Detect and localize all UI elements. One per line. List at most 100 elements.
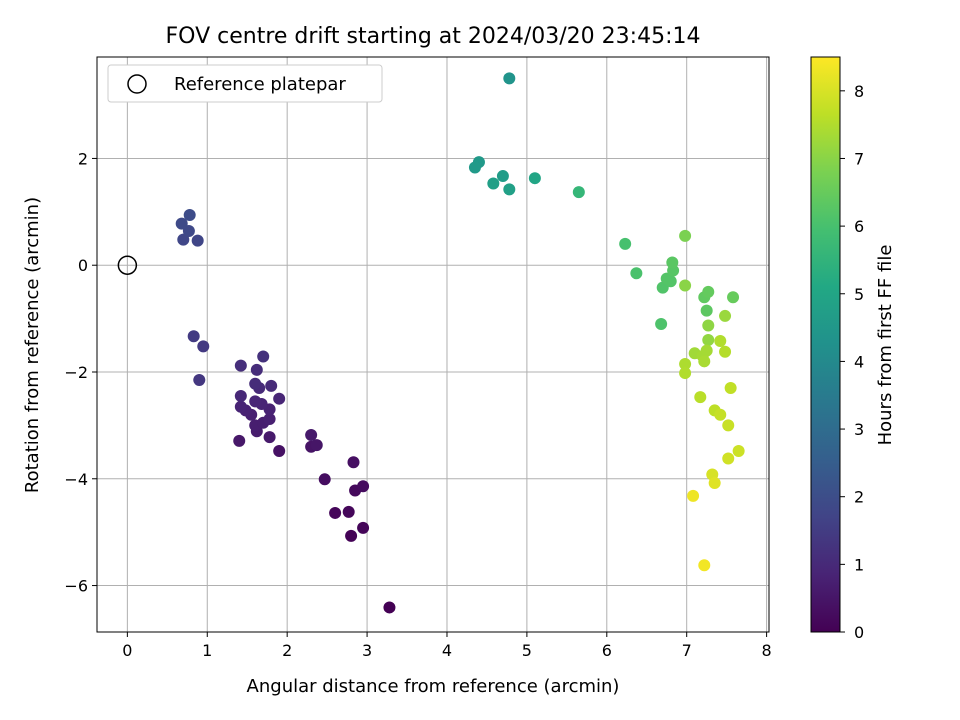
x-axis-label: Angular distance from reference (arcmin) xyxy=(247,676,620,697)
data-point xyxy=(197,340,210,353)
data-point xyxy=(630,267,643,280)
data-point xyxy=(655,317,668,330)
data-point xyxy=(694,391,707,404)
data-point xyxy=(329,506,342,519)
colorbar-tick-label: 3 xyxy=(854,420,864,439)
data-point xyxy=(187,330,200,343)
data-point xyxy=(700,344,713,357)
data-point xyxy=(175,217,188,230)
data-point xyxy=(177,233,190,246)
data-point xyxy=(263,431,276,444)
colorbar: 0 1 2 3 4 5 6 7 8 Hours from first FF file xyxy=(810,56,896,642)
data-point xyxy=(273,392,286,405)
plot-area: 0 1 2 3 4 5 6 7 8 −6 −4 −2 0 2 xyxy=(64,56,772,660)
y-axis-ticks: −6 −4 −2 0 2 xyxy=(64,149,97,596)
legend-label: Reference platepar xyxy=(174,74,346,95)
colorbar-tick-label: 2 xyxy=(854,488,864,507)
data-point xyxy=(305,428,318,441)
colorbar-tick-label: 1 xyxy=(854,555,864,574)
data-point xyxy=(257,350,270,363)
data-point xyxy=(250,363,263,376)
y-tick-label: 2 xyxy=(78,149,88,168)
data-point xyxy=(714,408,727,421)
colorbar-gradient xyxy=(810,56,841,633)
legend-marker xyxy=(127,74,147,94)
colorbar-tick-label: 4 xyxy=(854,352,864,371)
chart-title: FOV centre drift starting at 2024/03/20 … xyxy=(166,24,701,49)
colorbar-tick-label: 8 xyxy=(854,82,864,101)
x-tick-label: 1 xyxy=(202,641,212,660)
reference-platepar-marker xyxy=(117,255,138,275)
legend-box xyxy=(107,64,383,103)
data-point xyxy=(249,377,262,390)
y-tick-label: 0 xyxy=(78,256,88,275)
data-point xyxy=(263,412,276,425)
colorbar-tick-label: 0 xyxy=(854,623,864,642)
data-point xyxy=(687,489,700,502)
data-point xyxy=(503,183,516,196)
data-point xyxy=(182,225,195,238)
data-point xyxy=(234,390,247,403)
data-point xyxy=(619,237,632,250)
x-tick-label: 3 xyxy=(362,641,372,660)
data-points xyxy=(175,72,745,614)
plot-frame xyxy=(96,56,770,633)
x-tick-label: 8 xyxy=(762,641,772,660)
data-point xyxy=(496,170,509,183)
y-tick-label: −2 xyxy=(64,363,88,382)
data-point xyxy=(234,400,247,413)
data-point xyxy=(666,256,679,269)
data-point xyxy=(700,304,713,317)
x-tick-label: 6 xyxy=(602,641,612,660)
data-point xyxy=(310,439,323,452)
data-point xyxy=(722,452,735,465)
data-point xyxy=(719,345,732,358)
data-point xyxy=(679,229,692,242)
data-point xyxy=(191,234,204,247)
data-point xyxy=(265,379,278,392)
data-point xyxy=(468,161,481,174)
x-axis-ticks: 0 1 2 3 4 5 6 7 8 xyxy=(122,632,772,660)
data-point xyxy=(698,355,711,368)
data-point xyxy=(528,172,541,185)
data-point xyxy=(249,395,262,408)
data-point xyxy=(698,559,711,572)
data-point xyxy=(679,367,692,380)
data-point xyxy=(345,529,358,542)
data-point xyxy=(233,434,246,447)
data-point xyxy=(679,279,692,292)
data-point xyxy=(347,456,360,469)
data-point xyxy=(714,335,727,348)
data-point xyxy=(572,186,585,199)
colorbar-tick-label: 6 xyxy=(854,217,864,236)
data-point xyxy=(708,477,721,490)
colorbar-tick-label: 7 xyxy=(854,149,864,168)
legend: Reference platepar xyxy=(107,64,383,103)
x-tick-label: 2 xyxy=(282,641,292,660)
colorbar-label: Hours from first FF file xyxy=(875,245,896,446)
x-tick-label: 5 xyxy=(522,641,532,660)
data-point xyxy=(719,309,732,322)
data-point xyxy=(724,382,737,395)
data-point xyxy=(727,291,740,304)
data-point xyxy=(487,177,500,190)
data-point xyxy=(318,473,331,486)
colorbar-ticks: 0 1 2 3 4 5 6 7 8 xyxy=(840,82,864,642)
data-point xyxy=(183,209,196,222)
grid xyxy=(97,57,769,632)
data-point xyxy=(702,285,715,298)
data-point xyxy=(383,601,396,614)
data-point xyxy=(664,275,677,288)
data-point xyxy=(193,374,206,387)
data-point xyxy=(656,281,669,294)
x-tick-label: 4 xyxy=(442,641,452,660)
data-point xyxy=(702,333,715,346)
x-tick-label: 7 xyxy=(682,641,692,660)
data-point xyxy=(273,445,286,458)
data-point xyxy=(342,505,355,518)
data-point xyxy=(722,419,735,432)
x-tick-label: 0 xyxy=(122,641,132,660)
data-point xyxy=(503,72,516,85)
data-point xyxy=(357,521,370,534)
